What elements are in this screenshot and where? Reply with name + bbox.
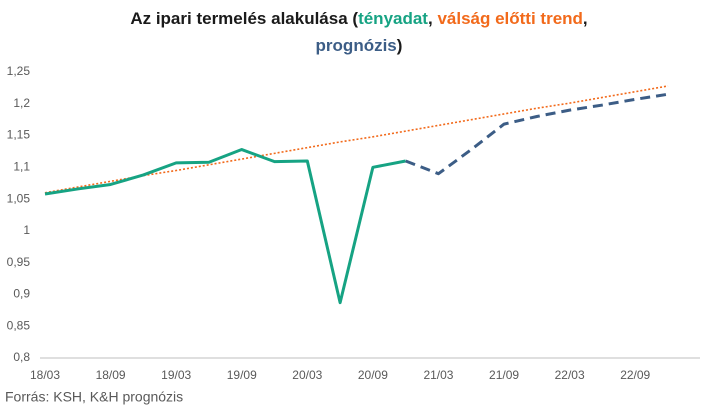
x-tick-label: 19/03 [161,368,191,382]
title-text: , [428,9,437,28]
line-solid [44,148,406,305]
line-dashed [405,92,669,176]
x-tick-label: 22/09 [620,368,650,382]
y-tick-label: 0,8 [13,350,30,364]
y-tick-label: 1,15 [7,128,31,142]
title-series: prognózis [316,36,397,55]
x-tick-label: 19/09 [227,368,257,382]
source: Forrás: KSH, K&H prognózis [5,389,183,405]
x-tick-label: 20/03 [292,368,322,382]
x-tick-label: 20/09 [358,368,388,382]
title-text: , [583,9,588,28]
x-tick-label: 22/03 [555,368,585,382]
chart-title: prognózis) [316,36,403,55]
title-series: tényadat [358,9,428,28]
title-text: Az ipari termelés alakulása ( [130,9,358,28]
y-tick-label: 1,2 [13,96,30,110]
x-tick-label: 21/03 [423,368,453,382]
title-text: ) [397,36,403,55]
title-series: válság előtti trend [437,9,582,28]
y-tick-label: 1,1 [13,160,30,174]
x-tick-label: 18/09 [96,368,126,382]
y-tick-label: 1 [23,223,30,237]
x-tick-label: 18/03 [30,368,60,382]
y-tick-label: 0,9 [13,287,30,301]
y-tick-label: 1,05 [7,191,31,205]
chart-title: Az ipari termelés alakulása (tényadat, v… [130,9,587,28]
line-dotted [44,85,669,194]
x-tick-label: 21/09 [489,368,519,382]
y-tick-label: 0,85 [7,318,31,332]
y-tick-label: 0,95 [7,255,31,269]
y-tick-label: 1,25 [7,64,31,78]
